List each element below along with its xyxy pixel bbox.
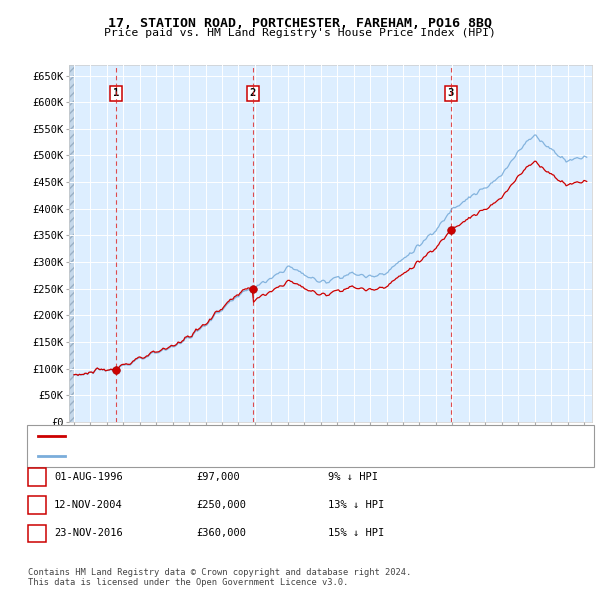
Text: 13% ↓ HPI: 13% ↓ HPI (328, 500, 385, 510)
Text: 17, STATION ROAD, PORTCHESTER, FAREHAM, PO16 8BQ (detached house): 17, STATION ROAD, PORTCHESTER, FAREHAM, … (70, 431, 469, 441)
Text: 9% ↓ HPI: 9% ↓ HPI (328, 472, 378, 481)
Text: 01-AUG-1996: 01-AUG-1996 (54, 472, 123, 481)
Text: HPI: Average price, detached house, Fareham: HPI: Average price, detached house, Fare… (70, 451, 334, 461)
Text: Contains HM Land Registry data © Crown copyright and database right 2024.: Contains HM Land Registry data © Crown c… (28, 568, 412, 577)
Text: 1: 1 (113, 88, 119, 99)
Text: 3: 3 (34, 529, 40, 538)
Text: Price paid vs. HM Land Registry's House Price Index (HPI): Price paid vs. HM Land Registry's House … (104, 28, 496, 38)
Text: 15% ↓ HPI: 15% ↓ HPI (328, 529, 385, 538)
Text: 12-NOV-2004: 12-NOV-2004 (54, 500, 123, 510)
Text: 17, STATION ROAD, PORTCHESTER, FAREHAM, PO16 8BQ: 17, STATION ROAD, PORTCHESTER, FAREHAM, … (108, 17, 492, 30)
Text: This data is licensed under the Open Government Licence v3.0.: This data is licensed under the Open Gov… (28, 578, 349, 587)
Text: £97,000: £97,000 (196, 472, 240, 481)
Text: £250,000: £250,000 (196, 500, 246, 510)
Text: 2: 2 (250, 88, 256, 99)
Text: 3: 3 (448, 88, 454, 99)
Text: 1: 1 (34, 472, 40, 481)
Text: £360,000: £360,000 (196, 529, 246, 538)
Text: 2: 2 (34, 500, 40, 510)
Text: 23-NOV-2016: 23-NOV-2016 (54, 529, 123, 538)
